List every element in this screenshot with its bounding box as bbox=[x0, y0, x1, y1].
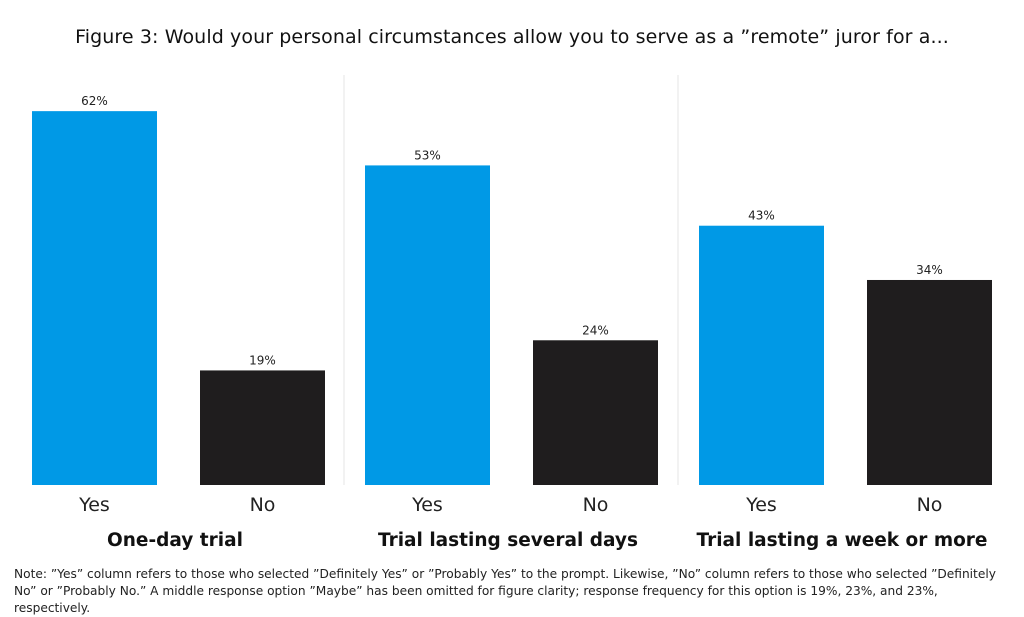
bar-value-label: 24% bbox=[582, 323, 609, 337]
panel-dividers bbox=[343, 75, 679, 485]
bar-yes bbox=[699, 225, 824, 485]
category-label-yes: Yes bbox=[411, 494, 443, 516]
bar-value-label: 43% bbox=[748, 209, 775, 223]
category-label-yes: Yes bbox=[745, 494, 777, 516]
bar-value-label: 62% bbox=[81, 94, 108, 108]
bar-yes bbox=[365, 165, 490, 485]
group-label: Trial lasting several days bbox=[378, 530, 638, 551]
chart-title: Figure 3: Would your personal circumstan… bbox=[75, 26, 949, 48]
group-label: Trial lasting a week or more bbox=[697, 530, 988, 551]
bar-no bbox=[867, 279, 992, 485]
bar-value-labels: 62% 19% 53% 24% 43% 34% bbox=[81, 94, 943, 367]
group-label: One-day trial bbox=[107, 530, 243, 551]
bar-yes bbox=[32, 111, 157, 485]
group-labels: One-day trial Trial lasting several days T… bbox=[107, 530, 987, 551]
category-label-no: No bbox=[917, 494, 943, 516]
bar-value-label: 34% bbox=[916, 263, 943, 277]
category-label-no: No bbox=[583, 494, 609, 516]
category-label-no: No bbox=[250, 494, 276, 516]
bar-no bbox=[533, 340, 658, 485]
bar-chart: 62% 19% 53% 24% 43% 34% Yes No Yes No Yes No One-d… bbox=[32, 75, 992, 551]
category-labels: Yes No Yes No Yes No bbox=[78, 494, 942, 516]
bar-value-label: 53% bbox=[414, 148, 441, 162]
chart-note: Note: ”Yes” column refers to those who s… bbox=[14, 567, 996, 615]
bar-no bbox=[200, 370, 325, 485]
bars bbox=[32, 111, 992, 485]
category-label-yes: Yes bbox=[78, 494, 110, 516]
bar-value-label: 19% bbox=[249, 353, 276, 367]
